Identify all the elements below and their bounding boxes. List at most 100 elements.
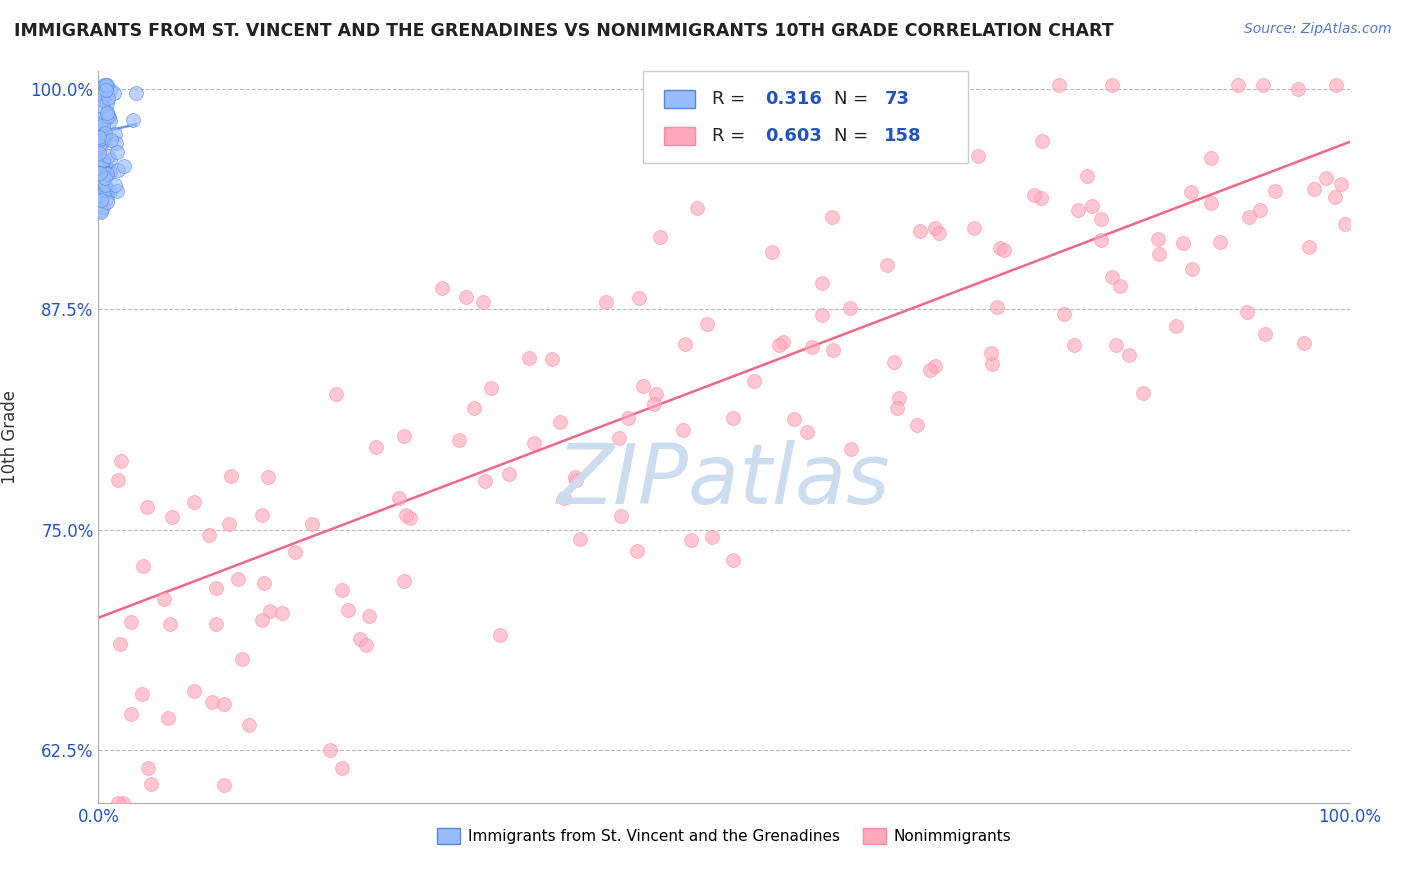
Point	[564, 469, 586, 483]
Point	[183, 495, 205, 509]
Point	[811, 308, 834, 322]
Point	[284, 545, 307, 559]
Point	[357, 608, 380, 623]
Point	[517, 351, 540, 366]
Text: Source: ZipAtlas.com: Source: ZipAtlas.com	[1244, 22, 1392, 37]
Point	[94, 178, 117, 192]
Point	[523, 436, 546, 450]
Point	[93, 94, 115, 108]
Point	[1147, 247, 1170, 261]
Point	[1101, 270, 1123, 285]
Point	[124, 86, 146, 100]
Point	[1147, 232, 1170, 246]
Point	[876, 259, 898, 273]
Point	[90, 205, 112, 219]
Point	[772, 334, 794, 349]
Point	[650, 230, 672, 244]
Point	[212, 778, 235, 792]
Point	[1236, 304, 1258, 318]
Point	[156, 711, 179, 725]
Point	[454, 290, 477, 304]
Point	[98, 83, 121, 97]
Point	[672, 423, 695, 437]
Point	[449, 433, 471, 447]
Point	[96, 95, 118, 110]
Point	[392, 574, 415, 588]
Text: 0.316: 0.316	[765, 90, 823, 108]
Point	[488, 628, 510, 642]
Point	[91, 153, 114, 168]
Point	[198, 528, 221, 542]
Point	[97, 163, 120, 178]
Point	[986, 300, 1008, 314]
Point	[93, 126, 115, 140]
Point	[97, 91, 120, 105]
Point	[980, 346, 1002, 360]
Point	[98, 153, 121, 167]
Point	[821, 211, 844, 225]
Point	[332, 760, 354, 774]
Point	[96, 167, 118, 181]
Point	[1199, 151, 1222, 165]
Bar	[664, 127, 696, 145]
Point	[89, 161, 111, 175]
Point	[1334, 217, 1357, 231]
Point	[90, 203, 112, 218]
Point	[90, 117, 112, 131]
Point	[1298, 240, 1320, 254]
Point	[498, 467, 520, 482]
Point	[472, 295, 495, 310]
Point	[541, 352, 564, 367]
Text: IMMIGRANTS FROM ST. VINCENT AND THE GRENADINES VS NONIMMIGRANTS 10TH GRADE CORRE: IMMIGRANTS FROM ST. VINCENT AND THE GREN…	[14, 22, 1114, 40]
Point	[93, 162, 115, 177]
Point	[1105, 338, 1128, 352]
Point	[1315, 171, 1337, 186]
Point	[96, 194, 118, 209]
Point	[138, 760, 160, 774]
Point	[91, 132, 114, 146]
Point	[89, 153, 111, 167]
Point	[1029, 191, 1052, 205]
Point	[139, 777, 162, 791]
Point	[1081, 199, 1104, 213]
Point	[783, 412, 806, 426]
Point	[94, 158, 117, 172]
Point	[1264, 184, 1286, 198]
Point	[325, 387, 347, 401]
Point	[107, 796, 129, 810]
Point	[90, 127, 112, 141]
Point	[107, 474, 129, 488]
Point	[336, 603, 359, 617]
Point	[1090, 212, 1112, 227]
Point	[838, 301, 860, 315]
Point	[226, 572, 249, 586]
Point	[1324, 190, 1347, 204]
Point	[252, 613, 274, 627]
Point	[231, 652, 253, 666]
Point	[89, 166, 111, 180]
Point	[90, 173, 112, 187]
Point	[430, 281, 453, 295]
Point	[219, 469, 242, 483]
Point	[463, 401, 485, 415]
Point	[569, 532, 592, 546]
Point	[1118, 347, 1140, 361]
Point	[721, 410, 744, 425]
Point	[1132, 385, 1154, 400]
Point	[1090, 233, 1112, 247]
Point	[250, 508, 273, 523]
Point	[90, 98, 112, 112]
Point	[89, 112, 111, 127]
Point	[332, 582, 354, 597]
Point	[1199, 195, 1222, 210]
Legend: Immigrants from St. Vincent and the Grenadines, Nonimmigrants: Immigrants from St. Vincent and the Gren…	[432, 822, 1017, 850]
Point	[89, 136, 111, 151]
Point	[1053, 307, 1076, 321]
Point	[238, 717, 260, 731]
Point	[1181, 262, 1204, 277]
Point	[96, 78, 118, 93]
Point	[768, 338, 790, 352]
Point	[153, 591, 176, 606]
Point	[91, 153, 114, 168]
Point	[93, 78, 115, 93]
